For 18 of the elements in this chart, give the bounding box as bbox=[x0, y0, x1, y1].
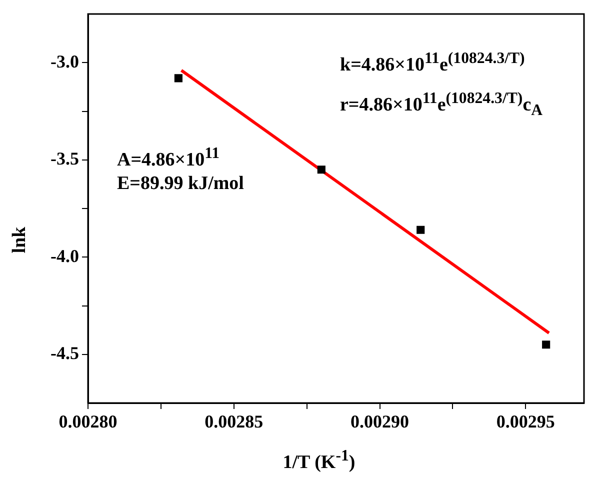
y-tick-label: -4.0 bbox=[50, 246, 79, 266]
point bbox=[416, 226, 425, 234]
annotation: A=4.86×10$^{11}$ bbox=[117, 145, 220, 172]
annotation: r=4.86×10$^{11}$e$^{(10824.3/T)}$c$_{A}$ bbox=[340, 90, 543, 120]
point bbox=[542, 340, 550, 349]
x-tick-label: 0.00290 bbox=[350, 411, 410, 432]
y-tick-label: -3.0 bbox=[50, 51, 79, 72]
x-axis-title: 1/T (K$^{-1}$) bbox=[282, 448, 356, 474]
x-tick-label: 0.00295 bbox=[496, 411, 555, 432]
annotation: k=4.86×10$^{11}$e$^{(10824.3/T)}$ bbox=[340, 50, 525, 76]
point bbox=[174, 74, 182, 82]
annotation: E=89.99 kJ/mol bbox=[117, 173, 244, 195]
x-tick-label: 0.00285 bbox=[204, 411, 264, 432]
point bbox=[317, 166, 326, 174]
x-tick-label: 0.00280 bbox=[58, 411, 118, 432]
y-axis-title: lnk bbox=[9, 226, 31, 254]
y-tick-label: -4.5 bbox=[50, 343, 79, 364]
y-tick-label: -3.5 bbox=[50, 148, 79, 169]
